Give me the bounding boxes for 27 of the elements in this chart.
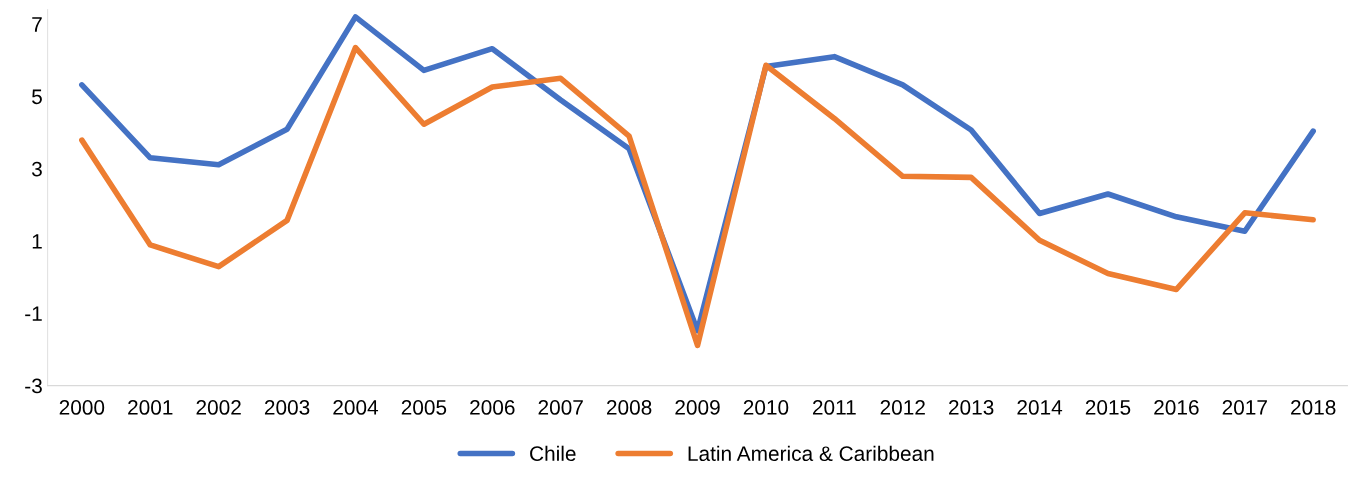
x-tick-label: 2015 [1085,400,1131,415]
x-tick-label: 2018 [1291,400,1336,415]
x-tick-label: 2003 [264,400,310,415]
y-tick-label: 5 [32,89,42,105]
y-tick-label: -1 [25,306,42,321]
x-tick-label: 2008 [606,400,652,415]
x-tick-label: 2016 [1154,400,1199,415]
x-tick-label: 2009 [675,400,720,415]
legend-label: Chile [530,445,576,462]
x-tick-label: 2005 [401,400,447,415]
x-tick-label: 2013 [949,400,994,415]
x-tick-label: 2000 [59,400,105,415]
y-tick-label: 7 [32,17,42,32]
x-tick-label: 2017 [1222,400,1267,415]
y-tick-label: 1 [32,234,42,249]
legend-label: Latin America & Caribbean [688,445,934,462]
x-tick-label: 2006 [470,400,515,415]
x-tick-label: 2001 [128,400,173,415]
x-tick-label: 2002 [196,400,241,415]
x-tick-label: 2011 [812,400,856,415]
x-tick-label: 2007 [538,400,583,415]
x-tick-label: 2010 [743,400,789,415]
y-tick-label: 3 [31,161,42,177]
x-tick-label: 2004 [333,400,379,415]
x-tick-label: 2012 [880,400,925,415]
y-tick-label: -3 [25,378,42,394]
x-tick-label: 2014 [1017,400,1063,415]
